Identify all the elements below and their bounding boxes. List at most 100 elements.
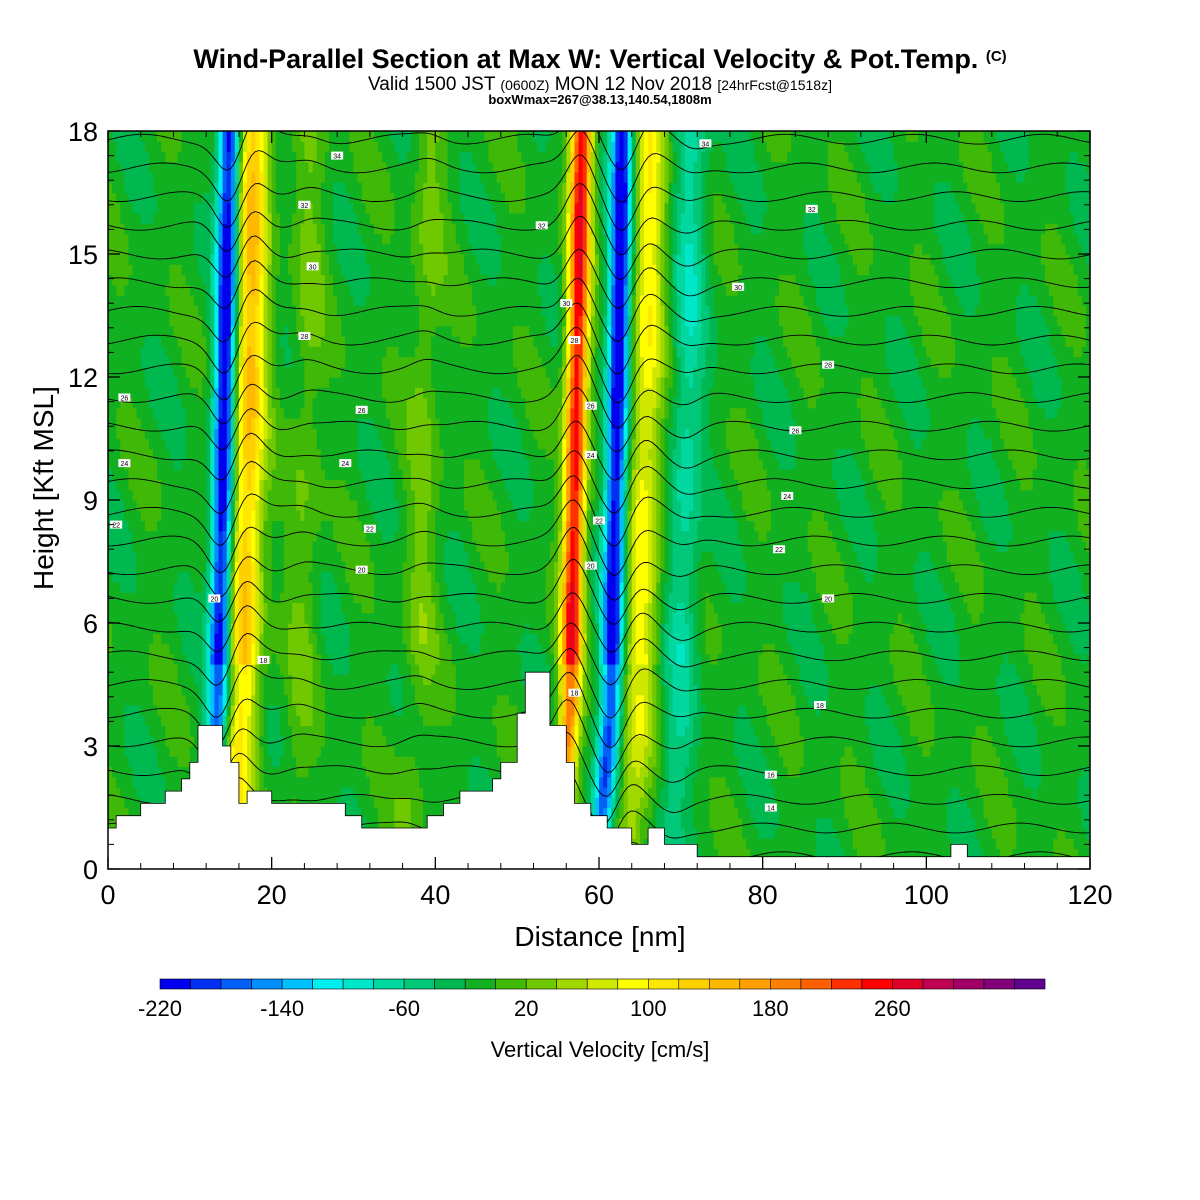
velocity-cell — [341, 325, 420, 337]
velocity-cell — [701, 684, 760, 696]
velocity-cell — [590, 592, 596, 604]
velocity-cell — [214, 202, 220, 214]
velocity-cell — [697, 766, 739, 778]
velocity-cell — [660, 448, 666, 460]
velocity-cell — [210, 223, 215, 235]
velocity-cell — [611, 428, 616, 440]
velocity-cell — [582, 295, 588, 306]
velocity-cell — [271, 571, 285, 583]
velocity-cell — [918, 602, 952, 614]
velocity-cell — [566, 489, 571, 501]
velocity-cell — [713, 305, 780, 317]
velocity-cell — [672, 448, 682, 460]
velocity-cell — [783, 756, 805, 768]
velocity-cell — [680, 510, 690, 522]
velocity-cell — [660, 582, 666, 593]
velocity-cell — [226, 448, 232, 460]
velocity-cell — [210, 325, 215, 337]
velocity-cell — [234, 530, 240, 542]
velocity-cell — [599, 653, 604, 665]
velocity-cell — [423, 674, 432, 686]
velocity-cell — [803, 735, 870, 747]
velocity-cell — [394, 746, 498, 757]
velocity-cell — [271, 213, 281, 224]
velocity-cell — [660, 428, 666, 440]
velocity-cell — [365, 715, 375, 727]
velocity-cell — [566, 715, 571, 727]
velocity-cell — [766, 202, 809, 214]
velocity-cell — [226, 510, 232, 522]
velocity-cell — [594, 602, 600, 614]
velocity-cell — [603, 356, 608, 368]
velocity-cell — [631, 746, 645, 757]
velocity-cell — [660, 397, 666, 409]
velocity-cell — [574, 438, 580, 450]
velocity-cell — [697, 254, 706, 265]
velocity-cell — [701, 243, 706, 255]
velocity-cell — [631, 387, 637, 399]
velocity-cell — [570, 735, 576, 747]
velocity-cell — [680, 387, 702, 399]
velocity-cell — [222, 213, 228, 224]
velocity-cell — [652, 459, 657, 470]
velocity-cell — [582, 674, 588, 686]
velocity-cell — [193, 223, 211, 235]
velocity-cell — [247, 274, 252, 286]
velocity-cell — [709, 264, 719, 276]
velocity-cell — [1000, 664, 1017, 675]
velocity-cell — [300, 223, 318, 235]
velocity-cell — [566, 551, 571, 563]
velocity-cell — [529, 459, 555, 470]
velocity-cell — [631, 172, 637, 183]
velocity-cell — [312, 694, 326, 706]
velocity-cell — [742, 500, 772, 511]
velocity-cell — [693, 776, 711, 788]
velocity-cell — [623, 561, 629, 573]
velocity-cell — [869, 223, 936, 235]
velocity-cell — [676, 377, 682, 388]
velocity-cell — [345, 182, 363, 194]
velocity-cell — [881, 397, 899, 409]
velocity-cell — [578, 500, 584, 511]
velocity-cell — [480, 643, 518, 655]
velocity-cell — [599, 213, 604, 224]
velocity-cell — [627, 776, 645, 788]
velocity-cell — [108, 797, 125, 809]
velocity-cell — [930, 694, 1001, 706]
velocity-cell — [967, 438, 993, 450]
velocity-cell — [312, 582, 322, 593]
velocity-cell — [554, 653, 559, 665]
velocity-cell — [279, 254, 289, 265]
velocity-cell — [251, 766, 256, 778]
velocity-cell — [991, 366, 1013, 378]
velocity-cell — [243, 520, 252, 532]
velocity-cell — [967, 182, 1001, 194]
velocity-cell — [631, 264, 637, 276]
velocity-cell — [275, 448, 322, 460]
velocity-cell — [320, 254, 330, 265]
velocity-cell — [300, 274, 326, 286]
velocity-cell — [738, 705, 747, 716]
velocity-cell — [680, 817, 694, 829]
velocity-cell — [202, 377, 211, 388]
velocity-cell — [455, 664, 522, 675]
velocity-cell — [578, 172, 584, 183]
velocity-cell — [660, 459, 666, 470]
velocity-cell — [1065, 674, 1090, 686]
velocity-cell — [979, 213, 1005, 224]
velocity-cell — [770, 346, 788, 358]
velocity-cell — [627, 602, 633, 614]
velocity-cell — [108, 192, 117, 204]
velocity-cell — [807, 541, 837, 552]
velocity-cell — [607, 459, 612, 470]
velocity-cell — [1077, 233, 1090, 245]
velocity-cell — [259, 735, 269, 747]
velocity-cell — [672, 336, 678, 347]
velocity-cell — [206, 418, 211, 429]
velocity-cell — [312, 674, 322, 686]
velocity-cell — [594, 438, 600, 450]
velocity-cell — [648, 182, 653, 194]
velocity-cell — [108, 787, 121, 798]
velocity-cell — [885, 500, 903, 511]
velocity-cell — [267, 346, 273, 358]
